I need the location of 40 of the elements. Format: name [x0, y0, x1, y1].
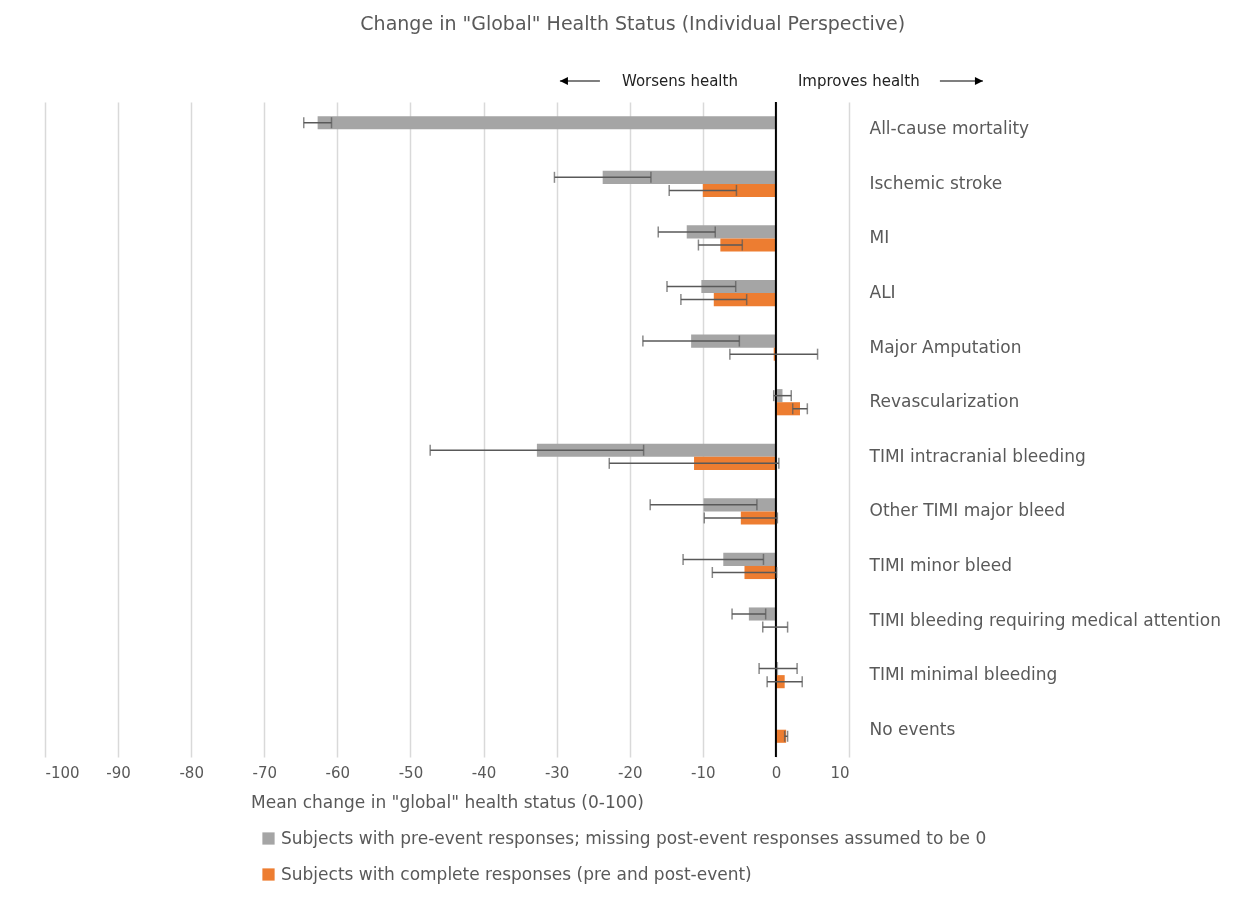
x-tick-label: -100 [45, 763, 80, 782]
bar [691, 334, 776, 348]
legend-label: Subjects with complete responses (pre and post-event) [281, 863, 752, 884]
y-tick-label: All-cause mortality [869, 118, 1030, 139]
x-tick-label: -20 [617, 763, 643, 782]
x-tick-label: 10 [830, 763, 850, 782]
y-tick-label: Revascularization [869, 391, 1020, 412]
bar [702, 183, 776, 197]
x-tick-label: 0 [771, 763, 782, 782]
y-tick-label: TIMI intracranial bleeding [868, 445, 1086, 466]
chart-title: Change in "Global" Health Status (Individual Perspective) [360, 12, 906, 34]
y-tick-label: Major Amputation [869, 336, 1022, 357]
y-tick-label: No events [869, 718, 956, 739]
y-tick-label: TIMI minor bleed [868, 554, 1013, 575]
y-tick-label: MI [869, 227, 890, 248]
x-tick-label: -70 [252, 763, 278, 782]
text: Improves health [797, 72, 920, 90]
bar [713, 293, 776, 307]
y-tick-label: Other TIMI major bleed [869, 500, 1066, 521]
bar [317, 116, 776, 130]
bar [602, 170, 776, 184]
bar [701, 279, 776, 294]
x-tick-label: -80 [179, 763, 204, 782]
x-tick-label: -90 [106, 763, 131, 782]
y-tick-label: TIMI bleeding requiring medical attention [868, 609, 1221, 630]
y-tick-label: Ischemic stroke [869, 172, 1003, 193]
x-tick-label: -60 [325, 763, 351, 782]
y-tick-label: TIMI minimal bleeding [868, 664, 1058, 685]
bar [720, 238, 776, 252]
bar [723, 552, 776, 566]
y-tick-label: ALI [869, 282, 896, 303]
bar [536, 443, 776, 457]
text: Worsens health [621, 72, 738, 90]
bar [686, 225, 776, 239]
x-tick-label: -10 [691, 763, 716, 782]
x-tick-label: -50 [398, 763, 424, 782]
x-axis-title: Mean change in "global" health status (0-100) [250, 791, 645, 812]
x-tick-label: -30 [544, 763, 570, 782]
x-tick-label: -40 [471, 763, 497, 782]
legend-label: Subjects with pre-event responses; missing post-event responses assumed to be 0 [281, 827, 987, 848]
